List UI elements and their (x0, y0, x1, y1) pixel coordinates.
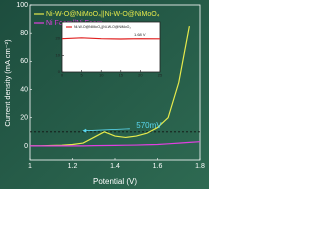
legend-label: Ni-W-O@NiMoO₄||Ni-W-O@NiMoO₄ (46, 11, 160, 18)
y-tick-label: 20 (56, 36, 61, 41)
y-tick-label: 0 (24, 143, 28, 150)
x-tick-label: 0 (61, 73, 64, 78)
y-tick-label: 0 (58, 69, 61, 74)
y-tick-label: 30 (56, 19, 61, 24)
x-tick-label: 20 (138, 73, 143, 78)
chart: Potential (V) Current density (mA cm⁻²) … (0, 0, 209, 189)
x-tick-label: 1 (28, 163, 32, 170)
legend-label: Ni-W-O@NiMoO₄||Ni-W-O@NiMoO₄ (74, 25, 131, 29)
y-tick-label: 80 (20, 30, 28, 37)
x-axis-label: Potential (V) (93, 177, 137, 186)
series-line (30, 141, 201, 147)
y-tick-label: 20 (20, 115, 28, 122)
x-tick-label: 25 (158, 73, 163, 78)
x-tick-label: 5 (80, 73, 83, 78)
x-tick-label: 10 (99, 73, 104, 78)
x-tick-label: 1.8 (195, 163, 205, 170)
annotation: 1.68 V (134, 32, 146, 37)
x-tick-label: 15 (119, 73, 124, 78)
y-axis-label: Current density (mA cm⁻²) (3, 39, 12, 127)
annotation-arrow (82, 128, 130, 133)
y-tick-label: 60 (20, 58, 28, 65)
y-tick-label: 40 (20, 86, 28, 93)
plot-frame (61, 21, 161, 73)
annotation: 570mV (136, 121, 162, 130)
x-tick-label: 1.6 (153, 163, 163, 170)
x-tick-label: 1.2 (68, 163, 78, 170)
series-line (61, 37, 161, 40)
y-tick-label: 100 (16, 2, 28, 9)
inset-background (62, 22, 160, 72)
x-tick-label: 1.4 (110, 163, 120, 170)
y-tick-label: 10 (56, 52, 61, 57)
